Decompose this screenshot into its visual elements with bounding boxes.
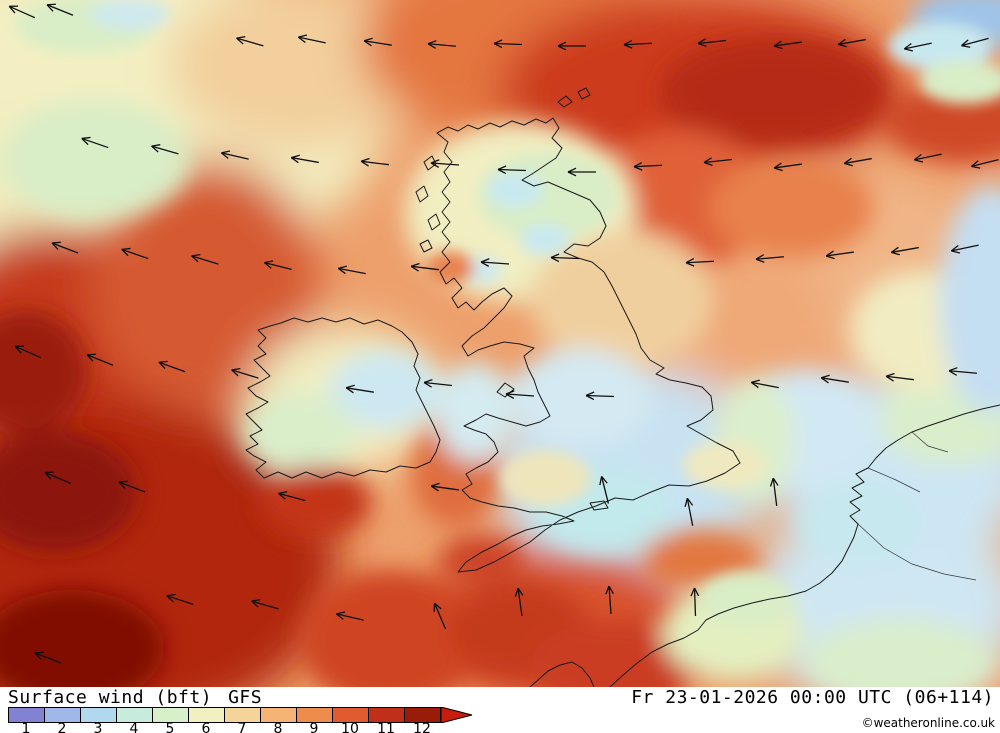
legend-value: 2 [57,721,67,733]
map-title: Surface wind (bft) [8,687,213,708]
legend-value: 9 [309,721,319,733]
copyright: ©weatheronline.co.uk [861,716,995,730]
legend-value: 7 [237,721,247,733]
legend-value: 4 [129,721,139,733]
legend-cell [45,708,81,722]
legend-value: 11 [377,721,395,733]
legend-value: 10 [341,721,359,733]
legend-value: 6 [201,721,211,733]
legend-cell [297,708,333,722]
legend-arrow-icon [441,707,473,723]
legend-value: 3 [93,721,103,733]
legend-cell [405,708,440,722]
coast-cotentin [529,661,595,687]
wind-arrows [8,3,999,664]
coast-continent [609,404,1000,687]
legend-cell [81,708,117,722]
coast-ireland [245,317,441,479]
coast-isle-of-man [496,382,515,398]
wind-field-map [0,0,1000,687]
legend-cell [261,708,297,722]
legend-cell [189,708,225,722]
legend-cell [225,708,261,722]
legend-value: 12 [413,721,431,733]
legend-value: 5 [165,721,175,733]
legend-value: 1 [21,721,31,733]
legend-numbers: 1 2 3 4 5 6 7 8 9 10 11 12 [8,721,473,733]
legend: 1 2 3 4 5 6 7 8 9 10 11 12 [8,707,473,733]
coast-great-britain [436,117,741,573]
legend-value: 8 [273,721,283,733]
legend-cell [117,708,153,722]
map-caption: Surface wind (bft) GFS [8,687,262,708]
legend-colorbar [8,707,441,723]
field-small-spots [15,0,1000,628]
legend-cell [333,708,369,722]
coast-orkney [557,87,591,108]
coast-isle-of-wight [589,500,609,511]
legend-cell [9,708,45,722]
model-label: GFS [228,687,263,708]
legend-cell [153,708,189,722]
river-lines [857,431,977,581]
legend-cell [369,708,405,722]
timestamp-label: Fr 23-01-2026 00:00 UTC (06+114) [631,687,994,708]
